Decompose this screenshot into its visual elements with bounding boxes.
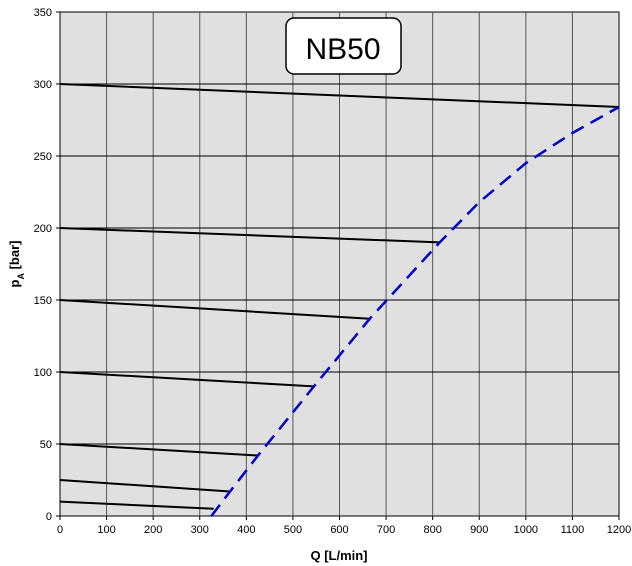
x-tick-label: 800 bbox=[423, 524, 441, 536]
pressure-line bbox=[59, 299, 370, 320]
x-tick-label: 600 bbox=[330, 524, 348, 536]
x-tick-label: 1200 bbox=[607, 524, 631, 536]
x-tick-label: 200 bbox=[144, 524, 162, 536]
y-tick-label: 250 bbox=[34, 151, 52, 163]
x-tick-labels: 0 100 200 300 400 500 600 700 800 900 1000 1100 1200 bbox=[57, 516, 631, 536]
y-axis-label-main: p bbox=[7, 279, 22, 287]
grid-lines bbox=[60, 12, 619, 516]
y-tick-label: 350 bbox=[34, 7, 52, 19]
x-tick-label: 1000 bbox=[514, 524, 538, 536]
pressure-line bbox=[59, 500, 214, 510]
chart-title-box bbox=[285, 17, 402, 75]
y-axis-label-unit: [bar] bbox=[7, 241, 22, 274]
x-tick-label: 1100 bbox=[561, 524, 585, 536]
x-axis-label: Q [L/min] bbox=[310, 548, 367, 563]
y-tick-label: 0 bbox=[46, 511, 52, 523]
pressure-line bbox=[59, 227, 440, 244]
pressure-line bbox=[59, 443, 259, 457]
x-tick-label: 700 bbox=[377, 524, 395, 536]
x-tick-label: 300 bbox=[191, 524, 209, 536]
pressure-line bbox=[59, 83, 620, 108]
chart-title: NB50 bbox=[305, 33, 380, 66]
y-tick-label: 300 bbox=[34, 79, 52, 91]
y-tick-label: 50 bbox=[40, 439, 52, 451]
x-tick-label: 500 bbox=[284, 524, 302, 536]
x-tick-label: 0 bbox=[57, 524, 63, 536]
y-tick-labels: 0 50 100 150 200 250 300 350 bbox=[34, 7, 60, 523]
pressure-line bbox=[59, 371, 314, 388]
y-tick-label: 200 bbox=[34, 223, 52, 235]
y-axis-label-subscript: A bbox=[16, 273, 26, 280]
y-tick-label: 150 bbox=[34, 295, 52, 307]
x-tick-label: 900 bbox=[470, 524, 488, 536]
pressure-line bbox=[59, 479, 231, 493]
y-tick-label: 100 bbox=[34, 367, 52, 379]
data-series bbox=[59, 83, 620, 517]
limit-curve-line bbox=[210, 105, 620, 517]
x-tick-label: 400 bbox=[237, 524, 255, 536]
y-axis-label: pA [bar] bbox=[7, 241, 26, 288]
x-tick-label: 100 bbox=[97, 524, 115, 536]
